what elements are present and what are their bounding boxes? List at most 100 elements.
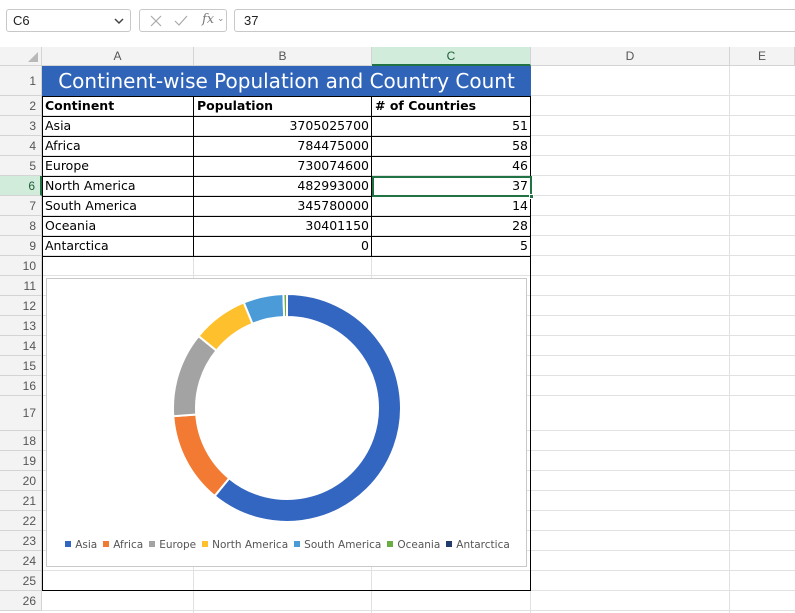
population-cell[interactable]: 784475000 — [297, 138, 369, 153]
doughnut-slice-europe[interactable] — [172, 334, 218, 418]
row-header-9[interactable]: 9 — [0, 236, 42, 256]
doughnut-chart[interactable]: Asia Africa Europe North America South Ameri… — [46, 278, 527, 567]
row-header-18[interactable]: 18 — [0, 431, 42, 451]
legend-item[interactable]: Oceania — [387, 539, 440, 551]
population-cell[interactable]: 482993000 — [297, 178, 369, 193]
table-border — [42, 96, 43, 257]
row-header-10[interactable]: 10 — [0, 256, 42, 276]
gridline-row — [42, 590, 795, 591]
continent-cell[interactable]: Europe — [45, 158, 89, 173]
active-cell-border[interactable] — [372, 176, 532, 197]
row-header-6[interactable]: 6 — [0, 176, 42, 196]
row-header-25[interactable]: 25 — [0, 571, 42, 591]
doughnut-slice-asia[interactable] — [213, 292, 402, 523]
insert-function-button[interactable]: fx — [202, 12, 215, 27]
doughnut-slice-africa[interactable] — [172, 413, 231, 498]
table-border — [42, 96, 531, 97]
row-header-8[interactable]: 8 — [0, 216, 42, 236]
gridline-row — [42, 155, 795, 156]
continent-cell[interactable]: Antarctica — [45, 238, 109, 253]
legend-item[interactable]: Africa — [103, 539, 143, 551]
row-header-24[interactable]: 24 — [0, 551, 42, 571]
legend-item[interactable]: Europe — [149, 539, 196, 551]
doughnut-slice-south-america[interactable] — [242, 293, 286, 326]
row-header-16[interactable]: 16 — [0, 376, 42, 396]
country-count-cell[interactable]: 46 — [512, 158, 528, 173]
chevron-down-icon[interactable] — [112, 14, 126, 28]
doughnut-slice-oceania[interactable] — [282, 292, 288, 319]
country-count-cell[interactable]: 28 — [512, 218, 528, 233]
population-cell[interactable]: 345780000 — [297, 198, 369, 213]
table-border — [42, 176, 531, 177]
legend-item[interactable]: Asia — [65, 539, 97, 551]
row-header-7[interactable]: 7 — [0, 196, 42, 216]
row-header-15[interactable]: 15 — [0, 356, 42, 376]
row-header-3[interactable]: 3 — [0, 116, 42, 136]
row-header-22[interactable]: 22 — [0, 511, 42, 531]
country-count-cell[interactable]: 5 — [520, 238, 528, 253]
gridline-row — [42, 235, 795, 236]
fill-handle[interactable] — [529, 194, 534, 199]
population-cell[interactable]: 30401150 — [305, 218, 369, 233]
doughnut-slice-north-america[interactable] — [197, 301, 254, 352]
legend-swatch — [149, 541, 156, 547]
header-continent[interactable]: Continent — [45, 98, 115, 113]
continent-cell[interactable]: South America — [45, 198, 137, 213]
continent-cell[interactable]: Africa — [45, 138, 81, 153]
row-header-21[interactable]: 21 — [0, 491, 42, 511]
row-header-4[interactable]: 4 — [0, 136, 42, 156]
gridline-row — [42, 175, 795, 176]
population-cell[interactable]: 730074600 — [297, 158, 369, 173]
row-header-26[interactable]: 26 — [0, 591, 42, 611]
legend-item[interactable]: South America — [294, 539, 381, 551]
legend-item[interactable]: Antarctica — [446, 539, 510, 551]
table-border — [42, 236, 531, 237]
select-all-button[interactable] — [0, 47, 42, 66]
table-border — [193, 96, 194, 257]
chart-plot-area — [172, 292, 402, 523]
legend-item[interactable]: North America — [202, 539, 288, 551]
table-border — [42, 216, 531, 217]
row-header-1[interactable]: 1 — [0, 66, 42, 96]
cancel-icon[interactable] — [148, 14, 164, 28]
row-header-17[interactable]: 17 — [0, 396, 42, 431]
header-country-count[interactable]: # of Countries — [375, 98, 477, 113]
formula-bar: C6 fx ⌄ 37 — [0, 0, 795, 40]
row-header-2[interactable]: 2 — [0, 96, 42, 116]
population-cell[interactable]: 3705025700 — [289, 118, 369, 133]
legend-label: Antarctica — [456, 539, 510, 551]
name-box-value: C6 — [13, 13, 30, 28]
row-header-12[interactable]: 12 — [0, 296, 42, 316]
column-header-b[interactable]: B — [194, 47, 372, 66]
check-icon[interactable] — [173, 14, 189, 28]
population-cell[interactable]: 0 — [361, 238, 369, 253]
country-count-cell[interactable]: 37 — [512, 178, 528, 193]
row-header-5[interactable]: 5 — [0, 156, 42, 176]
row-header-11[interactable]: 11 — [0, 276, 42, 296]
column-header-c[interactable]: C — [372, 47, 531, 66]
column-header-a[interactable]: A — [42, 47, 194, 66]
table-border — [42, 156, 531, 157]
formula-value: 37 — [244, 13, 259, 28]
row-header-23[interactable]: 23 — [0, 531, 42, 551]
column-header-e[interactable]: E — [730, 47, 795, 66]
header-population[interactable]: Population — [197, 98, 274, 113]
name-box[interactable]: C6 — [6, 9, 131, 32]
row-header-19[interactable]: 19 — [0, 451, 42, 471]
country-count-cell[interactable]: 51 — [512, 118, 528, 133]
country-count-cell[interactable]: 14 — [512, 198, 528, 213]
country-count-cell[interactable]: 58 — [512, 138, 528, 153]
gridline-row — [42, 135, 795, 136]
formula-input[interactable]: 37 — [234, 9, 795, 32]
table-title[interactable]: Continent-wise Population and Country Co… — [42, 66, 531, 96]
gridline-column — [729, 66, 730, 613]
column-header-d[interactable]: D — [531, 47, 730, 66]
continent-cell[interactable]: Oceania — [45, 218, 97, 233]
chevron-down-icon[interactable]: ⌄ — [217, 13, 225, 23]
select-all-triangle-icon — [28, 52, 38, 62]
continent-cell[interactable]: North America — [45, 178, 136, 193]
row-header-20[interactable]: 20 — [0, 471, 42, 491]
row-header-13[interactable]: 13 — [0, 316, 42, 336]
continent-cell[interactable]: Asia — [45, 118, 72, 133]
row-header-14[interactable]: 14 — [0, 336, 42, 356]
